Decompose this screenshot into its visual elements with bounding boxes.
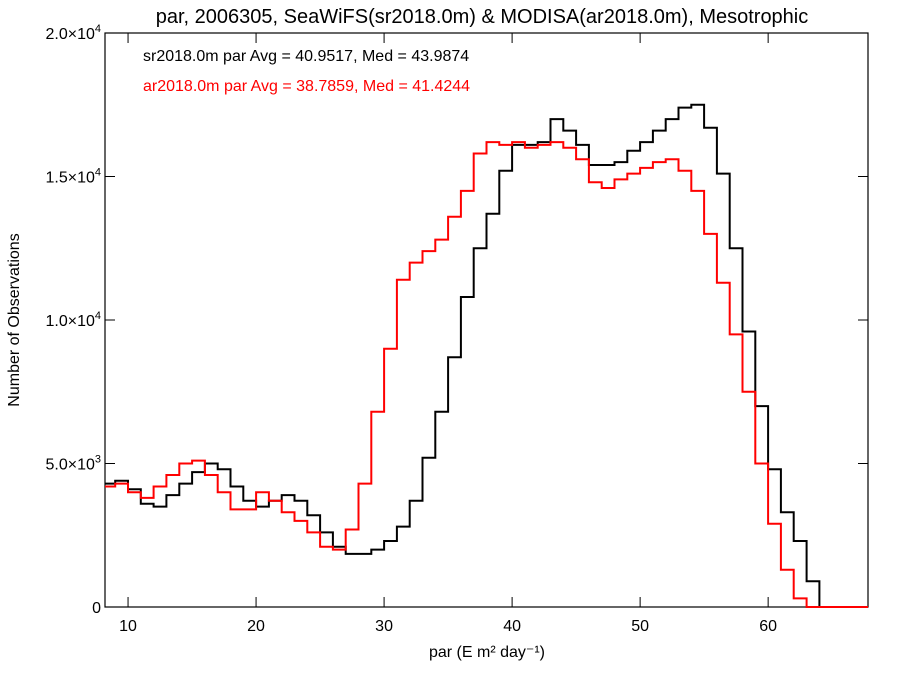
y-tick-mantissa: 5.0×10 xyxy=(45,457,94,474)
y-tick-exponent: 4 xyxy=(95,23,101,35)
y-tick-exponent: 4 xyxy=(95,167,101,179)
x-tick-label: 40 xyxy=(503,618,521,635)
y-axis-label: Number of Observations xyxy=(6,233,23,406)
y-tick-mantissa: 1.0×10 xyxy=(45,313,94,330)
chart-title: par, 2006305, SeaWiFS(sr2018.0m) & MODIS… xyxy=(156,6,809,28)
legend-stats-ar: ar2018.0m par Avg = 38.7859, Med = 41.42… xyxy=(143,78,470,95)
x-axis-ticks xyxy=(127,33,769,607)
y-tick-exponent: 3 xyxy=(95,454,101,466)
y-tick-mantissa: 2.0×10 xyxy=(45,26,94,43)
y-axis-ticks xyxy=(105,32,868,608)
x-tick-label: 10 xyxy=(119,618,137,635)
series-layer xyxy=(105,103,868,608)
y-tick-label: 1.5×104 xyxy=(45,167,101,187)
plot-frame xyxy=(104,32,869,608)
x-tick-label: 60 xyxy=(759,618,777,635)
y-tick-mantissa: 1.5×10 xyxy=(45,170,94,187)
y-tick-label: 1.0×104 xyxy=(45,310,101,330)
y-tick-exponent: 4 xyxy=(95,310,101,322)
x-tick-label: 20 xyxy=(247,618,265,635)
legend-stats-sr: sr2018.0m par Avg = 40.9517, Med = 43.98… xyxy=(143,48,469,65)
x-tick-label: 50 xyxy=(631,618,649,635)
y-tick-label: 5.0×103 xyxy=(45,454,101,474)
x-tick-label: 30 xyxy=(375,618,393,635)
y-tick-mantissa: 0 xyxy=(92,600,101,617)
x-axis-tick-labels: 10 20 30 40 50 60 xyxy=(119,618,777,635)
y-tick-label: 0 xyxy=(92,600,101,617)
x-axis-label: par (E m² day⁻¹) xyxy=(429,644,545,661)
plot-area xyxy=(104,32,869,608)
series-line-sr2018-0m xyxy=(105,103,868,608)
y-tick-label: 2.0×104 xyxy=(45,23,101,43)
series-line-ar2018-0m xyxy=(105,141,868,608)
